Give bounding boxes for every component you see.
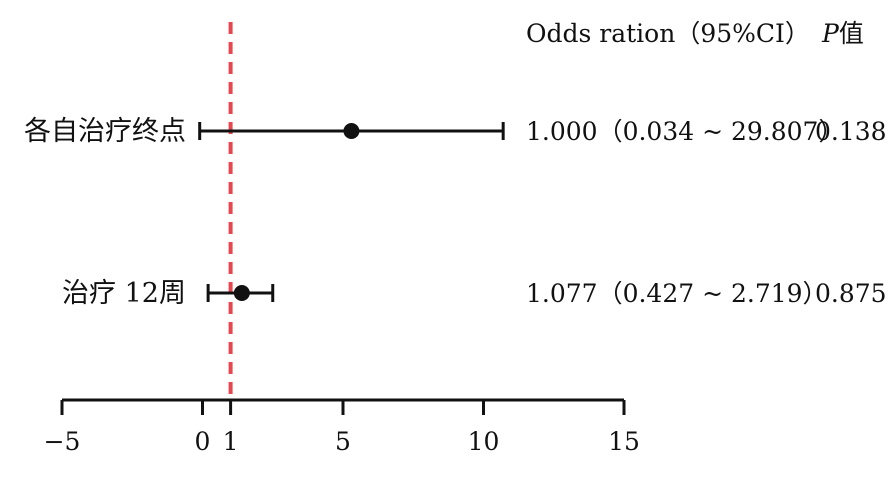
p-value: 0.138 [815,117,887,146]
p-value-header: P值 [821,19,864,48]
odds-ratio-value: 1.077（0.427 ~ 2.719） [526,279,828,308]
row-label: 各自治疗终点 [24,116,186,147]
point-estimate [343,123,360,139]
forest-rows: 各自治疗终点 1.000（0.034 ~ 29.807）0.138 治疗 12周 1.… [24,116,887,309]
x-axis-tick-label: 15 [608,427,640,456]
header-group: Odds ration（95%CI） P值 [526,19,864,48]
x-axis-tick-label: 1 [223,427,239,456]
forest-row: 各自治疗终点 1.000（0.034 ~ 29.807）0.138 [24,116,887,147]
x-axis-tick-label: 5 [335,427,351,456]
p-label-suffix: 值 [839,19,864,48]
odds-ratio-value: 1.000（0.034 ~ 29.807） [526,117,843,146]
x-axis-tick-label: −5 [44,427,81,456]
x-axis-tick-label: 10 [468,427,500,456]
forest-row: 治疗 12周 1.077（0.427 ~ 2.719）0.875 [62,278,887,309]
odds-ratio-header: Odds ration（95%CI） [526,19,810,48]
x-axis: −5 0 1 5 10 15 [44,398,640,456]
p-label-italic: P [821,19,840,48]
row-label: 治疗 12周 [62,278,186,309]
point-estimate [233,285,250,301]
x-axis-tick-label: 0 [195,427,211,456]
p-value: 0.875 [815,279,887,308]
